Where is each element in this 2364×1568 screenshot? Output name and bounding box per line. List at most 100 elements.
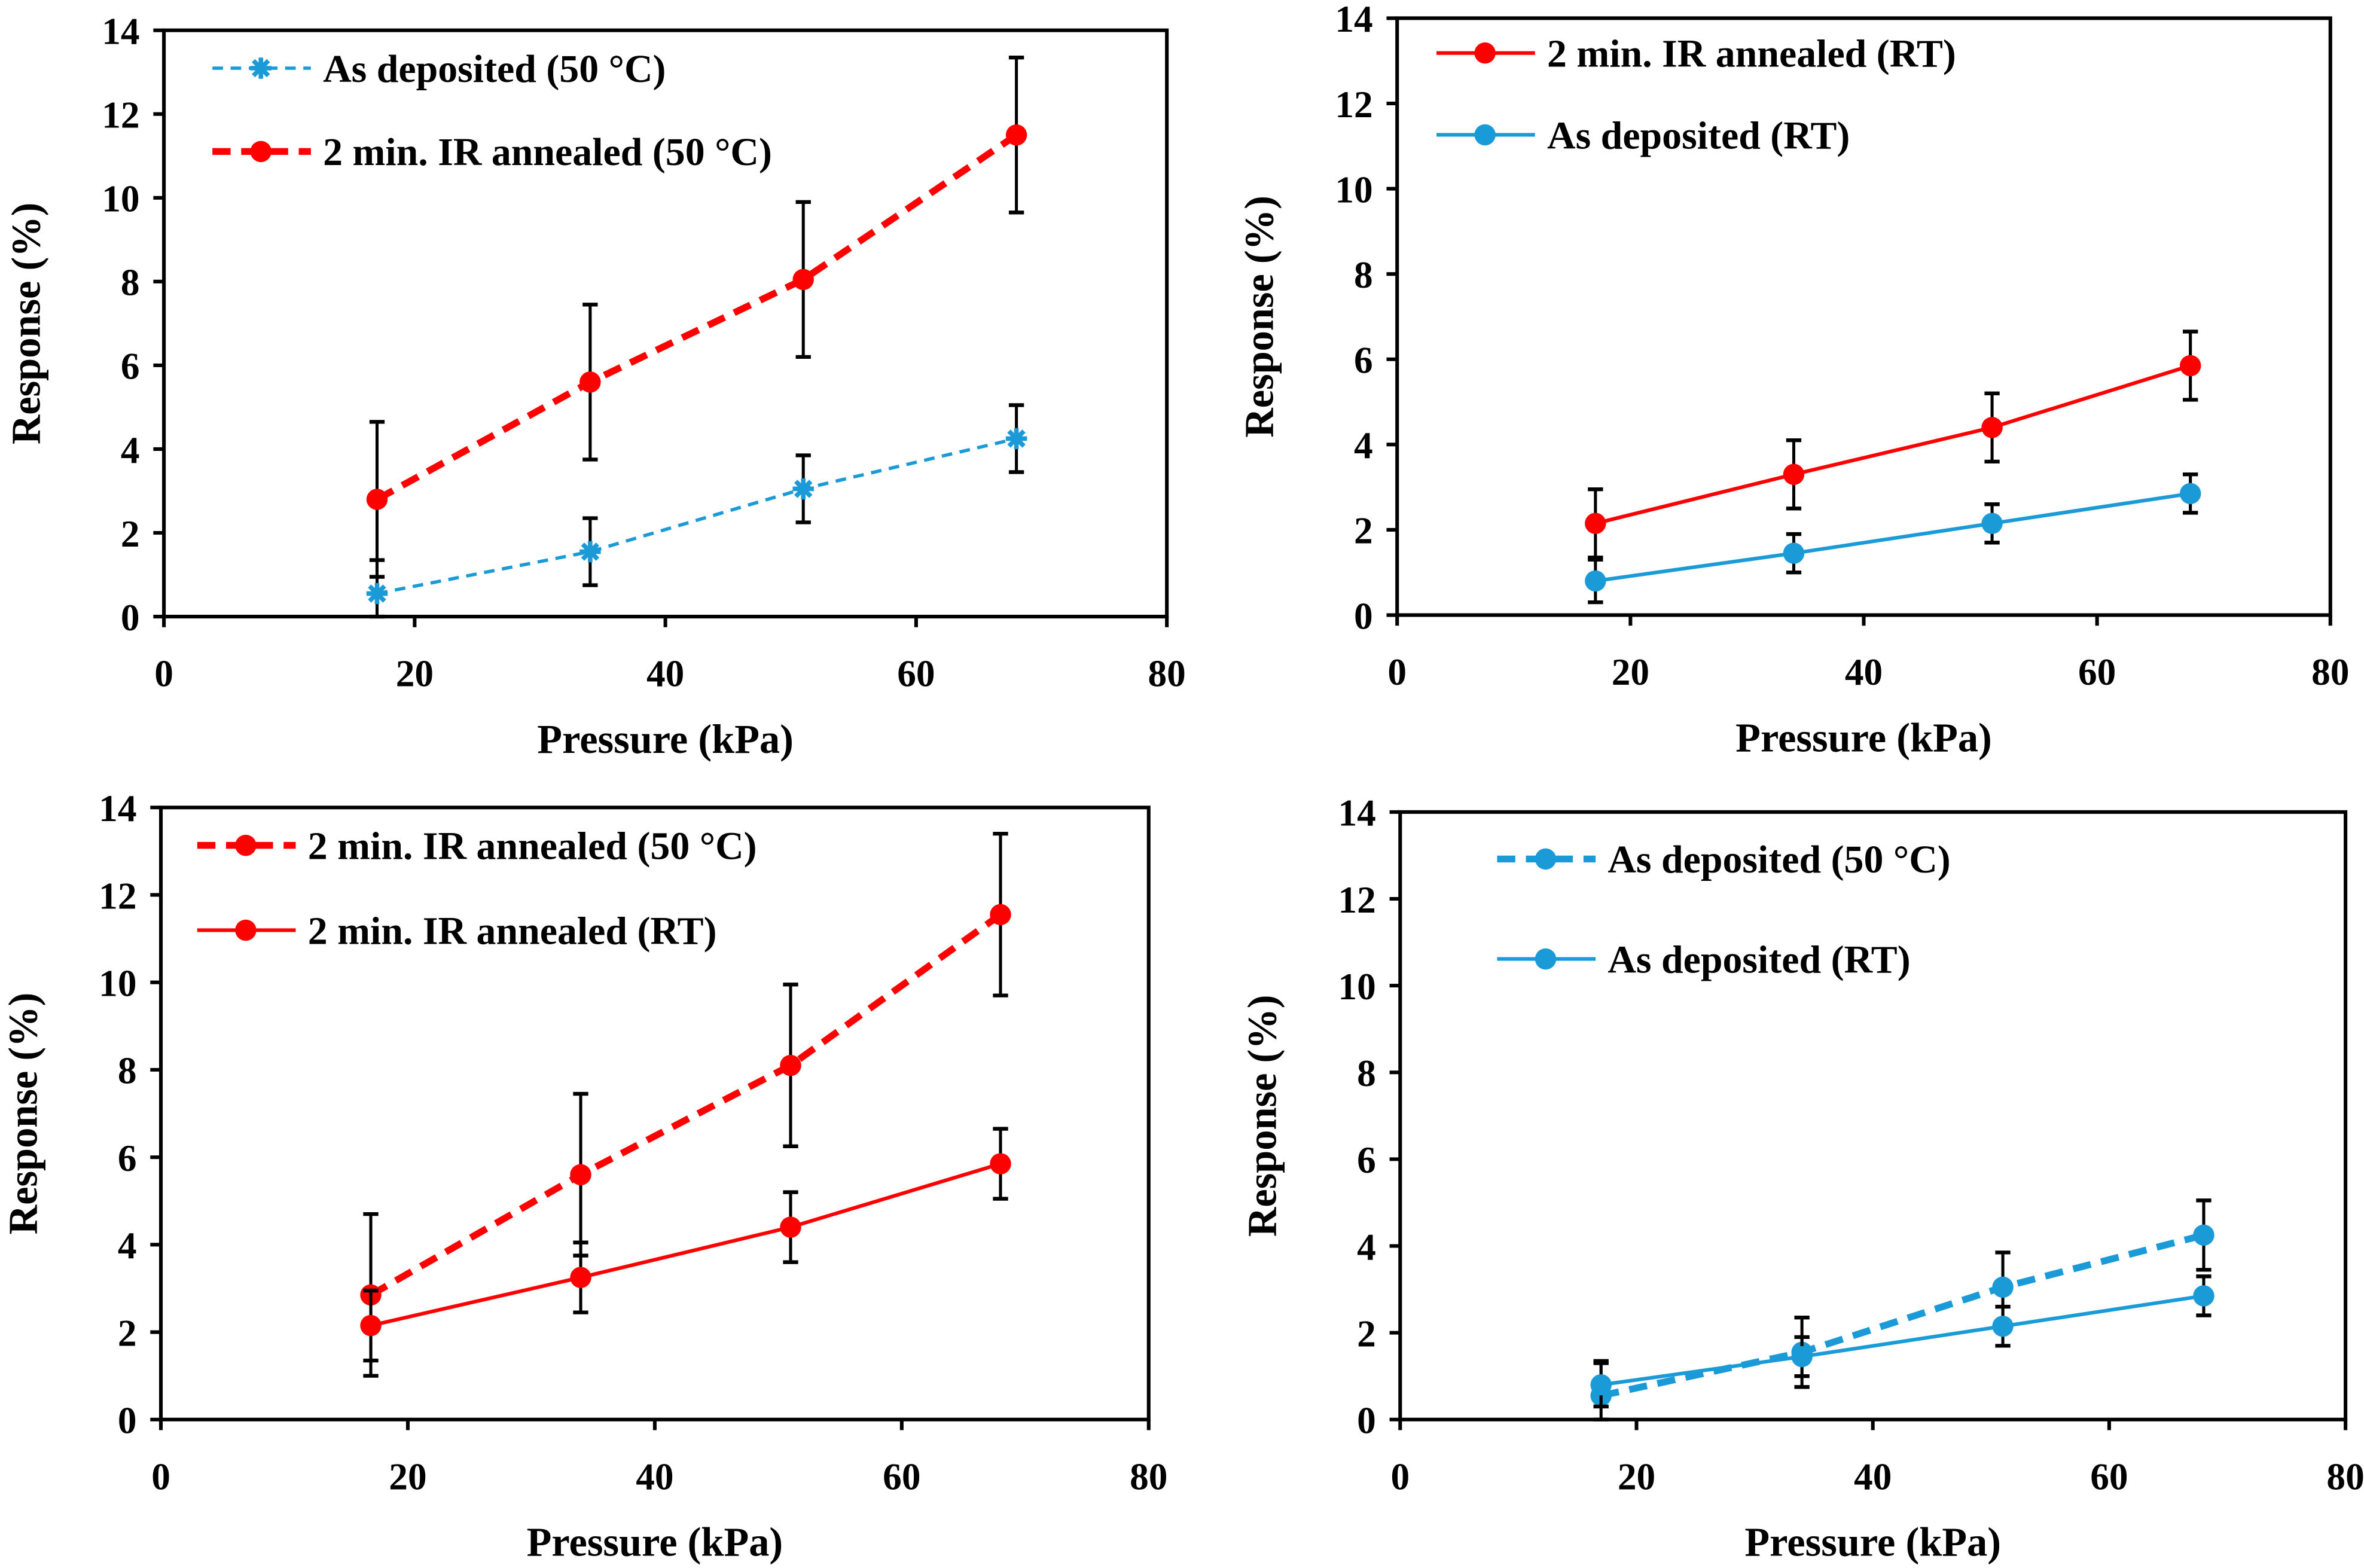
x-axis-label: Pressure (kPa) [1744,1520,2001,1565]
x-tick-label: 60 [2090,1456,2128,1497]
legend-entry: 2 min. IR annealed (50 °C) [197,824,757,868]
series-2 [1590,1274,2214,1409]
legend-entry: 2 min. IR annealed (RT) [197,909,717,953]
legend-marker [235,919,257,941]
chart-panel-4: 0 20 40 60 80 0 2 4 6 8 10 12 14 Pressure (kPa) Respon… [1240,792,2364,1565]
y-tick-label: 12 [99,875,136,917]
y-tick-label: 10 [1335,169,1372,211]
y-axis-label: Response (%) [3,203,48,445]
x-tick-label: 20 [389,1456,426,1497]
y-tick-label: 6 [1354,340,1373,382]
data-point [2193,1224,2214,1246]
data-point [366,489,388,510]
legend-marker [235,834,257,856]
y-tick-label: 6 [121,346,140,388]
data-point [570,1267,591,1288]
x-tick-label: 80 [2311,651,2349,693]
y-tick-label: 12 [1335,84,1372,126]
marker-core [797,483,810,495]
y-tick-label: 2 [1354,510,1373,552]
x-tick-label: 0 [151,1456,170,1497]
legend-label: As deposited (50 °C) [1607,838,1950,881]
y-tick-label: 12 [1338,879,1375,921]
legend-entry: 2 min. IR annealed (50 °C) [212,130,772,174]
x-axis-label: Pressure (kPa) [1735,715,1992,761]
y-tick-label: 8 [118,1050,137,1092]
data-point [1981,513,2003,534]
legend-marker [1535,948,1557,970]
series-line [1595,492,2191,583]
y-axis-label: Response (%) [0,993,45,1235]
y-tick-label: 0 [1354,595,1373,637]
data-point [990,904,1011,926]
y-tick-label: 4 [1354,425,1373,466]
y-tick-label: 8 [121,262,140,304]
x-tick-label: 80 [2326,1456,2364,1497]
data-point [570,1164,591,1186]
y-tick-label: 6 [118,1137,137,1179]
y-tick-label: 12 [102,94,139,136]
series-1 [1585,330,2201,560]
y-tick-label: 8 [1357,1053,1376,1094]
x-tick-label: 40 [636,1456,673,1497]
y-tick-label: 8 [1354,254,1373,296]
x-tick-label: 40 [1845,651,1883,693]
data-point [2193,1285,2214,1307]
y-tick-label: 2 [118,1312,137,1354]
y-tick-label: 4 [1357,1226,1376,1268]
x-tick-label: 20 [1612,651,1649,693]
data-point [1791,1346,1813,1368]
data-point [990,1153,1011,1175]
y-tick-label: 0 [118,1400,137,1442]
y-tick-label: 10 [1338,966,1375,1008]
y-tick-label: 14 [102,10,139,52]
data-point [2179,483,2201,505]
data-point [579,541,601,563]
data-point [1783,542,1805,564]
legend-marker [250,141,272,163]
legend-label: As deposited (RT) [1547,114,1850,157]
chart-panel-2: 0 20 40 60 80 0 2 4 6 8 10 12 14 Pressure (kPa) Respon… [1237,0,2350,761]
legend-marker [1535,848,1557,870]
legend-entry: 2 min. IR annealed (RT) [1436,32,1956,75]
chart-panel-1: 0 20 40 60 80 0 2 4 6 8 10 12 14 Pressure (kPa) Respon… [3,10,1185,762]
data-point [579,371,601,393]
y-tick-label: 14 [1338,792,1375,834]
legend-entry: As deposited (50 °C) [1497,838,1951,881]
data-point [360,1314,382,1337]
series-line [376,437,1017,596]
legend-entry: As deposited (RT) [1497,938,1911,981]
series-2 [360,1127,1011,1363]
x-tick-label: 0 [154,653,173,695]
legend-marker [1474,42,1496,64]
data-point [1005,124,1027,146]
x-tick-label: 60 [883,1456,920,1497]
legend-label: 2 min. IR annealed (RT) [1547,32,1956,75]
y-tick-label: 2 [1357,1313,1376,1355]
data-point [792,478,814,500]
series-2 [366,56,1027,579]
y-tick-label: 10 [99,962,136,1004]
data-point [780,1054,801,1076]
x-tick-label: 60 [897,653,935,695]
x-tick-label: 20 [396,653,434,695]
y-tick-label: 14 [1335,0,1372,40]
x-tick-label: 80 [1148,653,1186,695]
data-point [1585,513,1606,534]
x-axis-label: Pressure (kPa) [527,1520,783,1565]
series-line [375,132,1018,502]
plot-frame [1395,16,2332,617]
series-line [370,1162,1001,1328]
y-tick-label: 6 [1357,1139,1376,1181]
series-1 [366,403,1027,619]
data-point [1981,417,2003,438]
data-point [1992,1315,2014,1337]
y-tick-label: 0 [121,597,140,639]
x-axis-label: Pressure (kPa) [537,716,794,762]
x-tick-label: 60 [2078,651,2116,693]
data-point [1585,570,1606,592]
series-line [369,911,1003,1298]
legend-entry: As deposited (50 °C) [212,47,666,91]
y-tick-label: 0 [1357,1400,1376,1442]
